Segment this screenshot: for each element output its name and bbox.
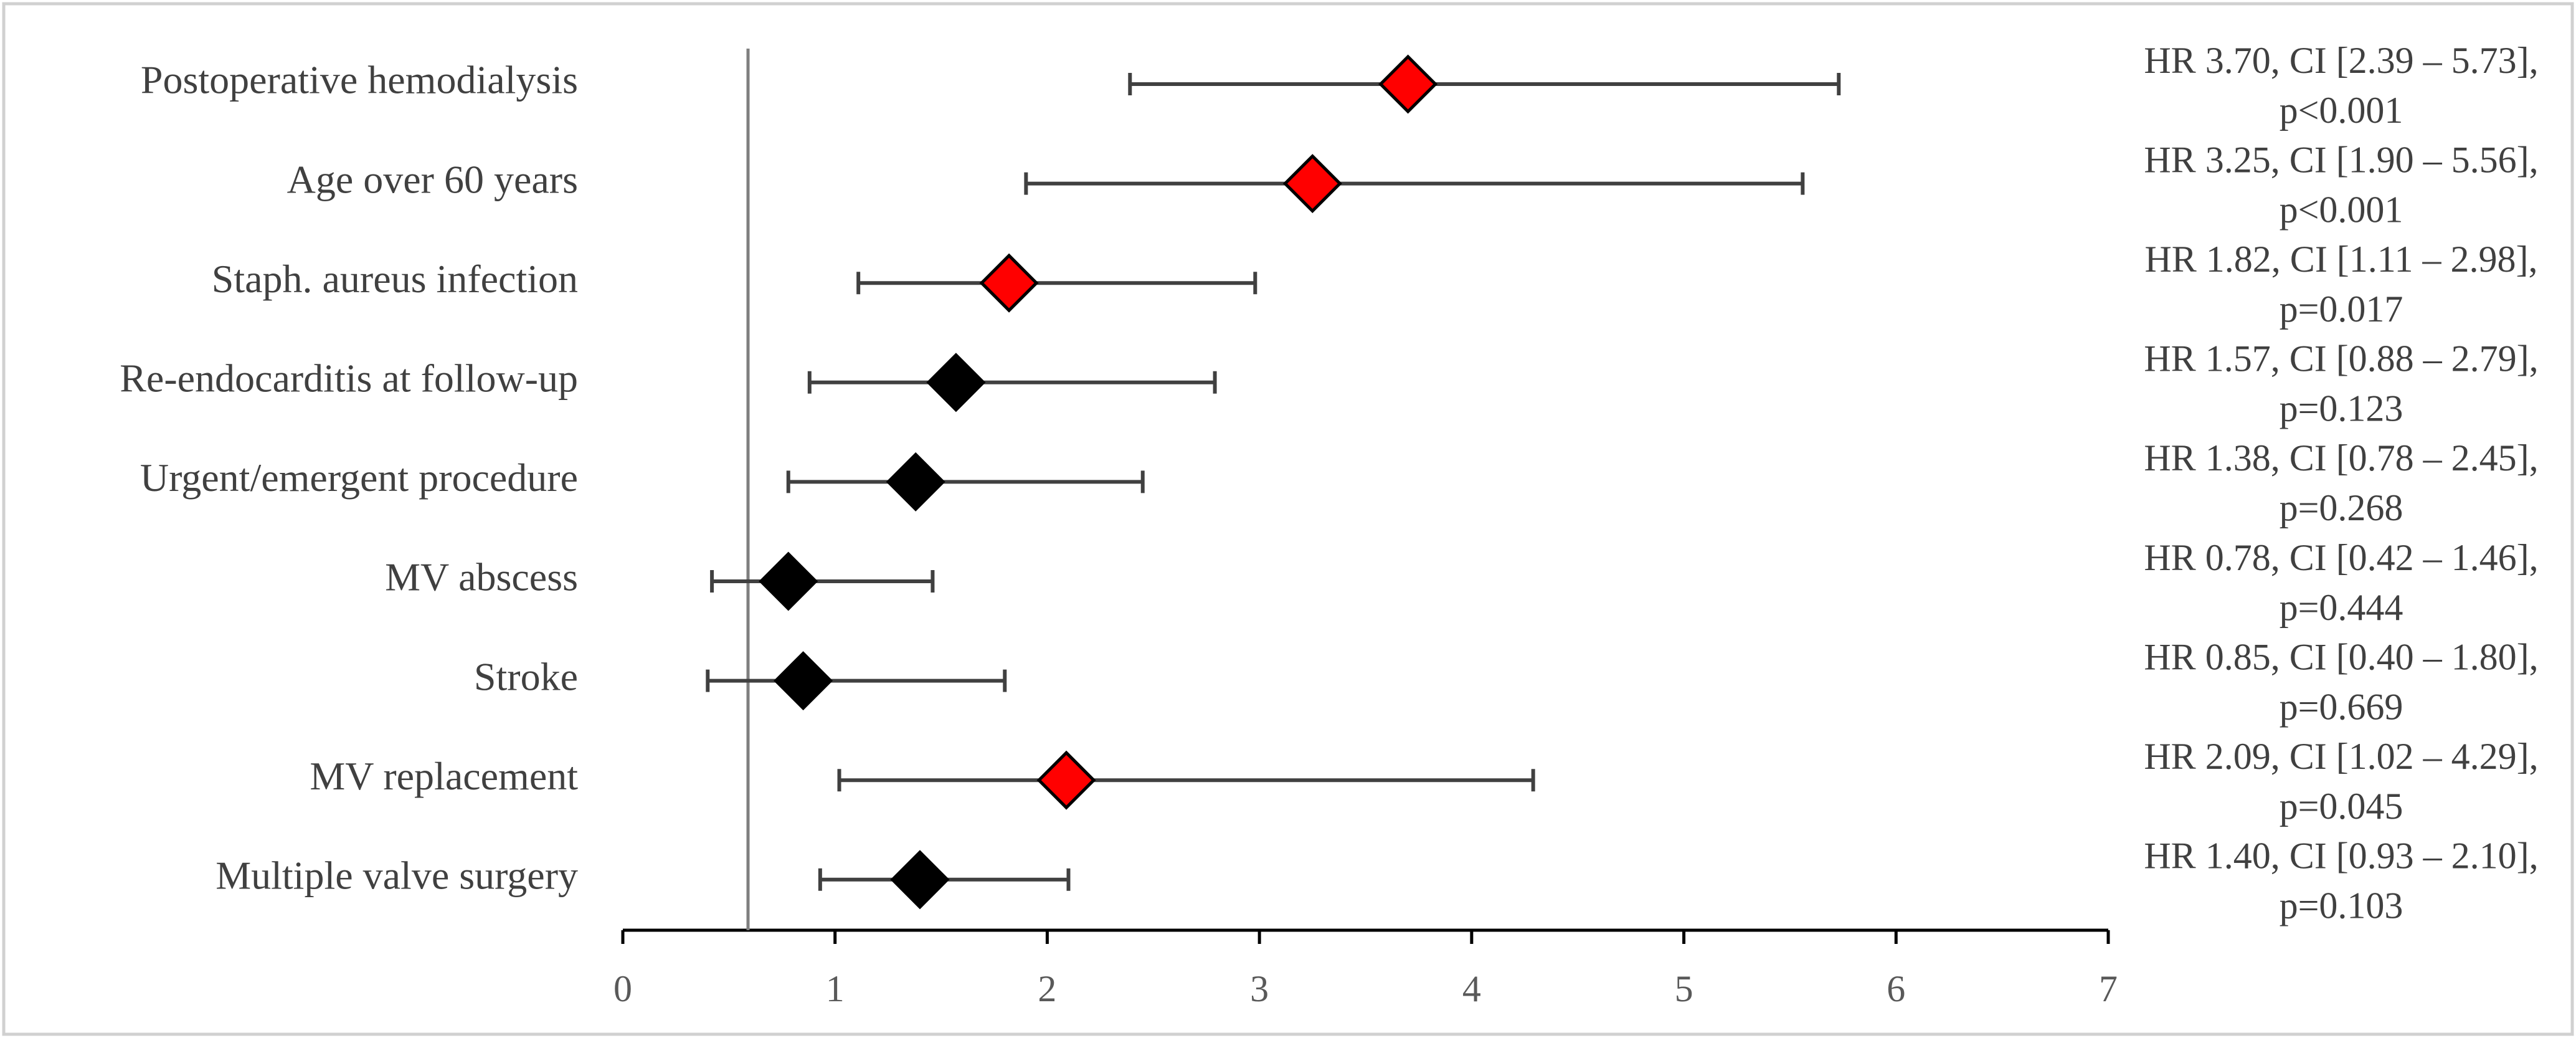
category-label: Urgent/emergent procedure [140,455,578,500]
annotation: HR 3.70, CI [2.39 – 5.73], [2144,40,2538,81]
annotation: p=0.268 [2280,487,2403,528]
annotation: HR 1.57, CI [0.88 – 2.79], [2144,338,2538,379]
annotation: p=0.045 [2280,786,2403,827]
x-tick-label: 0 [613,968,632,1009]
x-tick-label: 7 [2099,968,2118,1009]
annotation: p=0.123 [2280,388,2403,429]
annotation: HR 2.09, CI [1.02 – 4.29], [2144,736,2538,777]
hazard-ratio-marker [890,850,950,910]
x-tick-label: 4 [1462,968,1481,1009]
category-label: Staph. aureus infection [212,257,578,301]
x-tick-label: 2 [1038,968,1056,1009]
annotation: p<0.001 [2280,90,2403,131]
x-tick-label: 5 [1675,968,1693,1009]
annotation: p<0.001 [2280,189,2403,230]
hazard-ratio-marker [886,452,945,512]
category-label: Multiple valve surgery [215,853,578,897]
annotation: p=0.017 [2280,288,2403,330]
annotation: HR 1.38, CI [0.78 – 2.45], [2144,437,2538,479]
x-tick-label: 3 [1250,968,1269,1009]
category-label: Re-endocarditis at follow-up [120,356,578,400]
annotation: HR 1.40, CI [0.93 – 2.10], [2144,836,2538,877]
x-tick-label: 6 [1887,968,1905,1009]
annotation: HR 1.82, CI [1.11 – 2.98], [2144,239,2537,280]
annotation: HR 3.25, CI [1.90 – 5.56], [2144,139,2538,180]
annotation: p=0.103 [2280,885,2403,926]
hazard-ratio-marker [1282,154,1342,214]
category-label: Stroke [474,654,578,698]
hazard-ratio-marker [979,253,1039,313]
x-tick-label: 1 [826,968,845,1009]
category-label: MV replacement [310,754,578,798]
hazard-ratio-marker [1036,750,1096,810]
annotation: HR 0.78, CI [0.42 – 1.46], [2144,537,2538,578]
hazard-ratio-marker [774,651,833,711]
hazard-ratio-marker [926,353,986,412]
hazard-ratio-marker [759,551,818,611]
annotation: HR 0.85, CI [0.40 – 1.80], [2144,636,2538,677]
annotation: p=0.669 [2280,686,2403,727]
category-label: Postoperative hemodialysis [141,58,578,102]
category-label: MV abscess [385,555,578,599]
category-label: Age over 60 years [287,157,578,201]
annotation: p=0.444 [2280,587,2403,628]
hazard-ratio-marker [1378,54,1438,114]
